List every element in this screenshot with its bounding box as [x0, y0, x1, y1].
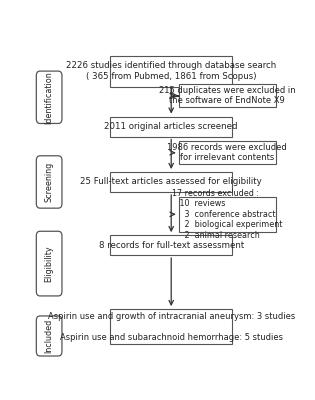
Text: 2011 original articles screened: 2011 original articles screened — [105, 122, 238, 131]
FancyBboxPatch shape — [110, 309, 232, 344]
FancyBboxPatch shape — [36, 71, 62, 124]
Text: 215 duplicates were excluded in
the software of EndNote X9: 215 duplicates were excluded in the soft… — [159, 86, 296, 106]
Text: 17 records excluded :
   10  reviews
     3  conference abstract
     2  biologi: 17 records excluded : 10 reviews 3 confe… — [172, 189, 283, 240]
FancyBboxPatch shape — [110, 235, 232, 255]
Text: 8 records for full-text assessment: 8 records for full-text assessment — [99, 241, 244, 250]
Text: Aspirin use and growth of intracranial aneurysm: 3 studies

Aspirin use and suba: Aspirin use and growth of intracranial a… — [48, 312, 295, 342]
FancyBboxPatch shape — [36, 316, 62, 356]
Text: 25 Full-text articles assessed for eligibility: 25 Full-text articles assessed for eligi… — [80, 178, 262, 186]
FancyBboxPatch shape — [36, 156, 62, 208]
Text: Screening: Screening — [45, 162, 54, 202]
FancyBboxPatch shape — [179, 197, 276, 232]
Text: Included: Included — [45, 319, 54, 353]
Text: Eligibility: Eligibility — [45, 245, 54, 282]
FancyBboxPatch shape — [36, 231, 62, 296]
FancyBboxPatch shape — [110, 116, 232, 136]
Text: 2226 studies identified through database search
( 365 from Pubmed, 1861 from Sco: 2226 studies identified through database… — [66, 61, 276, 81]
Text: Identification: Identification — [45, 71, 54, 124]
FancyBboxPatch shape — [179, 141, 276, 164]
FancyBboxPatch shape — [110, 56, 232, 86]
FancyBboxPatch shape — [110, 172, 232, 192]
FancyBboxPatch shape — [179, 84, 276, 107]
Text: 1986 records were excluded
for irrelevant contents: 1986 records were excluded for irrelevan… — [168, 143, 287, 162]
